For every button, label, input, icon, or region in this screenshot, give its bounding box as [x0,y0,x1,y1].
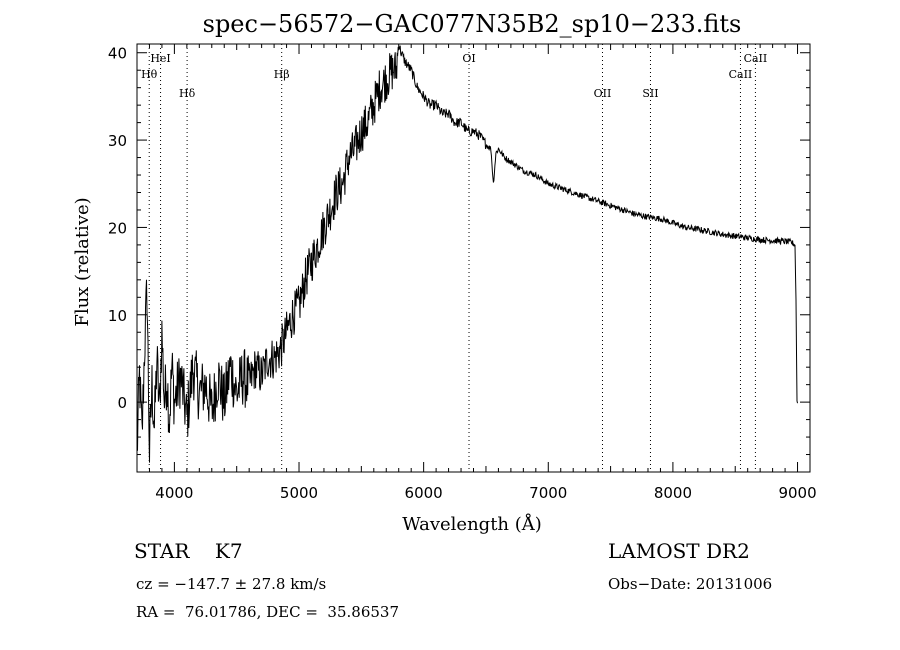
x-tick-label: 5000 [280,484,318,502]
chart-title: spec−56572−GAC077N35B2_sp10−233.fits [203,10,742,38]
plot-frame [136,43,811,473]
y-tick-label: 40 [108,45,127,63]
spectral-line-label: OII [594,87,612,100]
redshift-cz: cz = −147.7 ± 27.8 km/s [136,575,327,593]
y-tick-label: 10 [108,307,127,325]
x-tick-label: 6000 [405,484,443,502]
obs-date: Obs−Date: 20131006 [608,575,773,593]
x-tick-label: 9000 [778,484,816,502]
coordinates: RA = 76.01786, DEC = 35.86537 [136,603,400,621]
spectral-line-label: HeI [150,52,170,65]
y-axis-label: Flux (relative) [72,197,93,326]
x-tick-label: 4000 [155,484,193,502]
spectral-line-label: Hβ [274,68,290,81]
x-axis-label: Wavelength (Å) [402,513,542,535]
spectral-line-label: Hθ [141,68,158,81]
spectral-line-label: CaII [729,68,753,81]
spectral-line-label: SII [642,87,658,100]
x-tick-label: 7000 [529,484,567,502]
y-tick-label: 30 [108,132,127,150]
x-tick-label: 8000 [654,484,692,502]
axis-ticks: 4000 5000 6000 7000 8000 9000 0 10 20 30 40 [108,44,817,502]
spectral-line-label: Hδ [179,87,196,100]
y-tick-label: 20 [108,219,127,237]
spectral-line-label: CaII [744,52,768,65]
y-tick-label: 0 [117,394,127,412]
spectrum-series [136,45,798,463]
object-class: STAR K7 [134,539,243,563]
spectral-lines: HeI Hθ Hδ Hβ OI OII SII CaII CaII [141,44,767,472]
spectrum-line [136,45,798,463]
survey-name: LAMOST DR2 [608,539,750,563]
spectral-line-label: OI [462,52,475,65]
